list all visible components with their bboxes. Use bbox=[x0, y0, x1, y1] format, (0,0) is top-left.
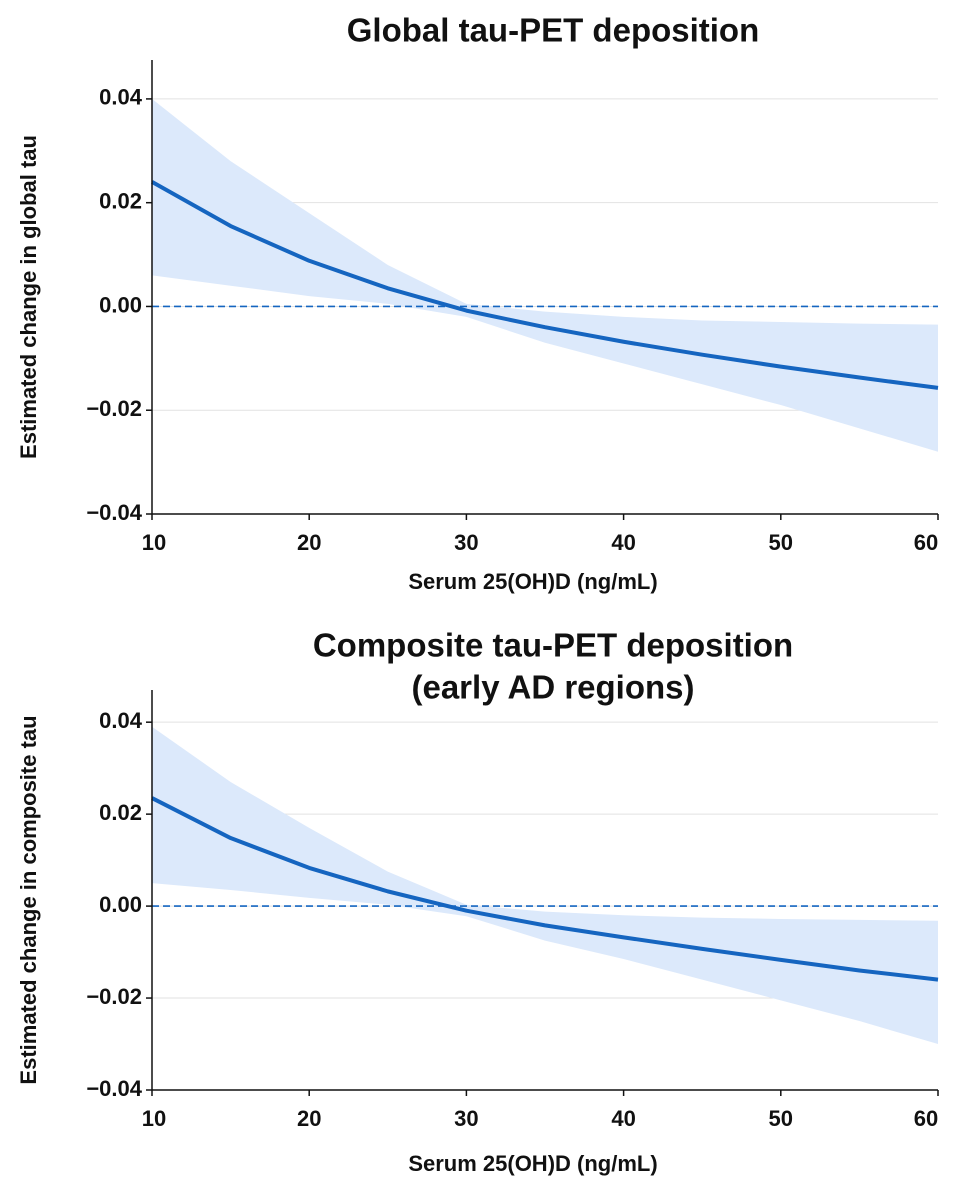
chart-title: (early AD regions) bbox=[411, 669, 694, 706]
y-tick-label: 0.04 bbox=[99, 85, 143, 110]
y-tick-label: 0.02 bbox=[99, 188, 142, 213]
y-tick-label: 0.00 bbox=[99, 292, 142, 317]
x-tick-label: 60 bbox=[914, 1106, 938, 1131]
y-tick-label: −0.04 bbox=[86, 1076, 142, 1101]
y-tick-label: −0.02 bbox=[86, 984, 142, 1009]
confidence-band bbox=[152, 98, 938, 452]
y-tick-label: −0.02 bbox=[86, 396, 142, 421]
x-axis-label: Serum 25(OH)D (ng/mL) bbox=[408, 569, 657, 594]
x-tick-label: 30 bbox=[454, 530, 478, 555]
y-tick-label: −0.04 bbox=[86, 500, 142, 525]
x-tick-label: 40 bbox=[611, 1106, 635, 1131]
x-tick-label: 50 bbox=[769, 1106, 793, 1131]
y-tick-label: 0.04 bbox=[99, 708, 143, 733]
trend-line bbox=[151, 796, 939, 982]
y-axis-label: Estimated change in composite tau bbox=[16, 715, 41, 1084]
chart-title: Composite tau-PET deposition bbox=[313, 627, 793, 664]
y-tick-label: 0.00 bbox=[99, 892, 142, 917]
x-tick-label: 20 bbox=[297, 530, 321, 555]
trend-line bbox=[151, 180, 939, 390]
x-tick-label: 10 bbox=[142, 530, 166, 555]
chart-title: Global tau-PET deposition bbox=[347, 12, 760, 49]
y-axis-label: Estimated change in global tau bbox=[16, 135, 41, 459]
y-tick-label: 0.02 bbox=[99, 800, 142, 825]
x-tick-label: 50 bbox=[769, 530, 793, 555]
x-tick-label: 40 bbox=[611, 530, 635, 555]
x-tick-label: 60 bbox=[914, 530, 938, 555]
x-axis-label: Serum 25(OH)D (ng/mL) bbox=[408, 1151, 657, 1176]
x-tick-label: 10 bbox=[142, 1106, 166, 1131]
x-tick-label: 30 bbox=[454, 1106, 478, 1131]
x-tick-label: 20 bbox=[297, 1106, 321, 1131]
confidence-band bbox=[152, 726, 938, 1045]
